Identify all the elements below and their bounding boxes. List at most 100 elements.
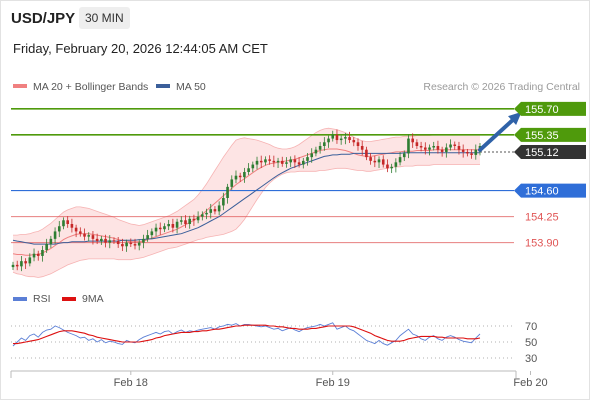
candle-body <box>137 242 141 246</box>
candle <box>297 157 301 168</box>
candles <box>11 129 482 272</box>
candle <box>381 155 385 168</box>
candle-body <box>175 221 179 228</box>
candle <box>432 141 436 151</box>
candle-body <box>352 140 356 143</box>
candle <box>259 155 263 168</box>
candle-body <box>386 164 389 169</box>
candle-body <box>356 142 360 146</box>
candle <box>407 134 410 159</box>
symbol-title: USD/JPY <box>11 10 76 27</box>
copyright-text: Research © 2026 Trading Central <box>423 81 580 93</box>
candle-body <box>276 160 280 163</box>
candle <box>440 146 444 157</box>
candle <box>377 156 381 168</box>
candle <box>15 260 19 271</box>
timeframe-button[interactable]: 30 MIN <box>79 7 130 29</box>
candle-body <box>234 175 238 180</box>
candle-body <box>373 160 377 163</box>
candle <box>201 211 204 221</box>
candle-body <box>247 168 250 172</box>
candle <box>398 151 402 166</box>
candle-body <box>339 138 343 141</box>
candle <box>137 239 141 251</box>
candle-body <box>268 159 271 161</box>
candle <box>293 155 297 168</box>
candle <box>133 238 137 250</box>
candle <box>339 135 343 145</box>
candle-body <box>424 147 427 150</box>
candle <box>24 258 27 270</box>
candle-body <box>318 146 322 150</box>
candle-body <box>348 137 351 141</box>
candle <box>301 157 305 169</box>
candle-body <box>272 160 276 163</box>
candle <box>369 153 372 165</box>
candle-body <box>264 159 267 163</box>
chart-datetime: Friday, February 20, 2026 12:44:05 AM CE… <box>13 41 268 56</box>
candle <box>327 135 330 148</box>
candle <box>87 232 91 242</box>
candle <box>251 161 255 173</box>
candle <box>436 140 440 154</box>
candle-body <box>230 179 234 187</box>
candle-body <box>377 159 381 163</box>
candle-body <box>53 231 57 239</box>
candle-body <box>453 144 457 146</box>
candle-body <box>331 134 335 139</box>
candle-body <box>15 264 19 267</box>
candle-body <box>335 134 339 141</box>
rsi-legend-label: 9MA <box>82 293 104 305</box>
candle-body <box>419 146 423 148</box>
candle-body <box>116 241 120 245</box>
candle-body <box>49 238 53 245</box>
candle <box>335 129 339 144</box>
candle-body <box>432 146 436 148</box>
candle-body <box>280 160 284 164</box>
resistance-label: 155.70 <box>514 101 586 116</box>
candle-body <box>440 149 444 152</box>
candle-body <box>209 209 213 213</box>
label-tag <box>514 101 586 116</box>
resistance-label: 155.35 <box>514 127 586 142</box>
candle-body <box>125 242 128 247</box>
candle-body <box>381 159 385 165</box>
candle <box>449 139 452 151</box>
candle-body <box>293 159 297 163</box>
candle <box>179 216 183 225</box>
candle <box>196 211 200 224</box>
candle-body <box>390 166 393 169</box>
candle-body <box>129 242 133 245</box>
candle <box>188 215 192 229</box>
rsi-line <box>12 322 481 347</box>
candle <box>116 237 120 248</box>
x-tick-label: Feb 20 <box>513 377 547 389</box>
candle <box>415 139 419 149</box>
legend-label: MA 50 <box>176 81 206 93</box>
candle <box>163 223 166 233</box>
candle <box>411 133 414 148</box>
candle <box>402 150 406 162</box>
ma50-line <box>12 152 480 245</box>
legend-swatch <box>156 84 170 88</box>
candle <box>344 133 347 145</box>
candle <box>100 235 103 245</box>
candle-body <box>74 227 78 232</box>
candle <box>323 137 326 151</box>
candle <box>104 234 107 248</box>
candle <box>243 167 246 183</box>
candle-body <box>201 214 204 217</box>
candle <box>205 208 208 220</box>
forecast-arrow-shaft <box>478 118 515 152</box>
candle <box>390 163 393 174</box>
x-axis: Feb 18 Feb 19 Feb 20 <box>10 370 548 389</box>
candle-body <box>285 162 288 164</box>
candle <box>453 141 457 150</box>
candle-body <box>146 235 149 239</box>
candle <box>394 158 398 173</box>
candle-body <box>91 235 95 239</box>
candle <box>95 233 99 245</box>
candle <box>41 245 44 262</box>
candle-body <box>457 146 461 150</box>
candle-body <box>217 205 221 212</box>
